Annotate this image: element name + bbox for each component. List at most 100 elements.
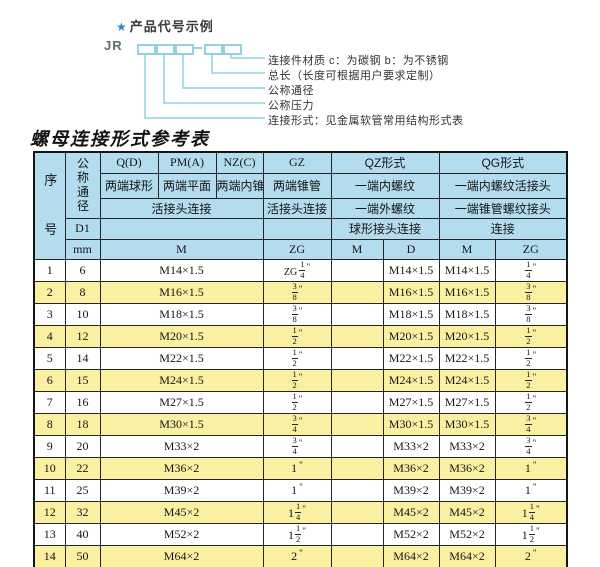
cell-qz-d: M30×1.5 [382, 412, 440, 436]
nut-connection-table: 序号 公称通径 Q(D) PM(A) NZ(C) GZ QZ形式 QG形式 两端… [33, 151, 569, 567]
header-joint-gz: 活接头连接 [262, 197, 332, 219]
header-form-qg: QG形式 [438, 151, 568, 174]
header-joint-qz: 一端外螺纹 [330, 197, 440, 219]
header-row-form-codes: 序号 公称通径 Q(D) PM(A) NZ(C) GZ QZ形式 QG形式 [33, 151, 568, 260]
cell-seq: 8 [33, 412, 66, 436]
cell-gz-zg: 1 1 4 " [262, 500, 332, 524]
cell-qg-zg: 2 " [494, 544, 568, 567]
header-seq: 序号 [33, 151, 66, 260]
diagram-title: ★ 产品代号示例 [116, 16, 214, 35]
cell-diameter-mm: 22 [64, 456, 101, 480]
diagram-label-material: 连接件材质 c：为碳钢 b：为不锈钢 [268, 55, 449, 67]
header-end-nzc: 两端内锥 [215, 172, 264, 199]
table-row: 6 15 M24×1.5 1 2 " M24×1.5 M24×1.5 1 2 " [33, 368, 568, 392]
header-unit-qz-m: M [330, 238, 384, 260]
code-box [156, 44, 175, 55]
cell-qg-m: M33×2 [438, 434, 496, 458]
cell-seq: 13 [33, 522, 66, 546]
header-blank-union [99, 217, 264, 240]
cell-qg-zg: 1 2 " [494, 324, 568, 348]
header-end-qg: 一端内螺纹活接头 [438, 172, 568, 199]
cell-qg-zg: 3 8 " [494, 302, 568, 326]
code-dash [194, 47, 202, 49]
cell-gz-zg: 1 2 " [262, 324, 332, 348]
cell-qg-m: M30×1.5 [438, 412, 496, 436]
table-body: 1 6 M14×1.5 ZG 1 4 " M14×1.5 M14×1.5 1 4 " 2 … [33, 258, 568, 567]
cell-m-thread: M36×2 [99, 456, 264, 480]
cell-m-thread: M52×2 [99, 522, 264, 546]
cell-seq: 4 [33, 324, 66, 348]
cell-qg-zg: 1 " [494, 456, 568, 480]
cell-qz-m [330, 544, 384, 567]
cell-qg-m: M18×1.5 [438, 302, 496, 326]
code-box [223, 44, 242, 55]
cell-qg-m: M64×2 [438, 544, 496, 567]
cell-qg-m: M14×1.5 [438, 258, 496, 282]
code-box [204, 44, 223, 55]
cell-m-thread: M22×1.5 [99, 346, 264, 370]
header-nominal-diameter: 公称通径 [64, 151, 101, 219]
cell-qz-d: M45×2 [382, 500, 440, 524]
cell-qg-m: M52×2 [438, 522, 496, 546]
cell-qg-m: M27×1.5 [438, 390, 496, 414]
cell-qg-zg: 1 4 " [494, 258, 568, 282]
cell-qg-m: M39×2 [438, 478, 496, 502]
table-row: 13 40 M52×2 1 1 2 " M52×2 M52×2 1 1 2 " [33, 522, 568, 546]
cell-diameter-mm: 6 [64, 258, 101, 282]
cell-gz-zg: 3 4 " [262, 412, 332, 436]
header-unit-m: M [99, 238, 264, 260]
header-end-qz: 一端内螺纹 [330, 172, 440, 199]
cell-qz-d: M39×2 [382, 478, 440, 502]
cell-diameter-mm: 14 [64, 346, 101, 370]
table-row: 12 32 M45×2 1 1 4 " M45×2 M45×2 1 1 4 " [33, 500, 568, 524]
cell-qz-d: M64×2 [382, 544, 440, 567]
cell-diameter-mm: 40 [64, 522, 101, 546]
cell-seq: 10 [33, 456, 66, 480]
cell-seq: 2 [33, 280, 66, 304]
diagram-title-text: 产品代号示例 [129, 19, 214, 34]
header-row-joint-types: 活接头连接 活接头连接 一端外螺纹 一端锥管螺纹接头 [34, 197, 568, 219]
header-blank-gz [262, 217, 332, 240]
cell-qz-m [330, 522, 384, 546]
cell-m-thread: M16×1.5 [99, 280, 264, 304]
cell-diameter-mm: 8 [64, 280, 101, 304]
cell-qg-zg: 3 8 " [494, 280, 568, 304]
cell-diameter-mm: 20 [64, 434, 101, 458]
cell-m-thread: M20×1.5 [99, 324, 264, 348]
cell-diameter-mm: 15 [64, 368, 101, 392]
cell-m-thread: M39×2 [99, 478, 264, 502]
cell-seq: 1 [33, 258, 66, 282]
cell-gz-zg: 1 2 " [262, 368, 332, 392]
cell-qz-m [330, 456, 384, 480]
header-mm: mm [64, 238, 101, 260]
table-row: 14 50 M64×2 2 " M64×2 M64×2 2 " [33, 544, 568, 567]
cell-gz-zg: ZG 1 4 " [262, 258, 332, 282]
cell-qz-m [330, 346, 384, 370]
diagram-label-pressure: 公称压力 [268, 100, 314, 112]
cell-qz-d: M33×2 [382, 434, 440, 458]
cell-qz-m [330, 368, 384, 392]
header-unit-qg-m: M [438, 238, 496, 260]
header-unit-qg-zg: ZG [494, 238, 568, 260]
cell-gz-zg: 3 8 " [262, 302, 332, 326]
cell-qz-d: M20×1.5 [382, 324, 440, 348]
cell-qz-m [330, 500, 384, 524]
cell-qz-m [330, 324, 384, 348]
cell-qz-d: M27×1.5 [382, 390, 440, 414]
cell-qg-m: M45×2 [438, 500, 496, 524]
cell-gz-zg: 1 " [262, 456, 332, 480]
cell-qg-m: M16×1.5 [438, 280, 496, 304]
product-code-prefix: JR [104, 38, 123, 53]
cell-gz-zg: 1 2 " [262, 346, 332, 370]
table-row: 7 16 M27×1.5 1 2 " M27×1.5 M27×1.5 1 2 " [33, 390, 568, 414]
cell-seq: 12 [33, 500, 66, 524]
cell-qg-m: M20×1.5 [438, 324, 496, 348]
table-title: 螺母连接形式参考表 [30, 129, 210, 149]
header-form-gz: GZ [262, 151, 332, 174]
cell-qg-m: M24×1.5 [438, 368, 496, 392]
cell-qz-m [330, 258, 384, 282]
header-connect: 连接 [438, 217, 568, 240]
cell-m-thread: M24×1.5 [99, 368, 264, 392]
cell-m-thread: M64×2 [99, 544, 264, 567]
